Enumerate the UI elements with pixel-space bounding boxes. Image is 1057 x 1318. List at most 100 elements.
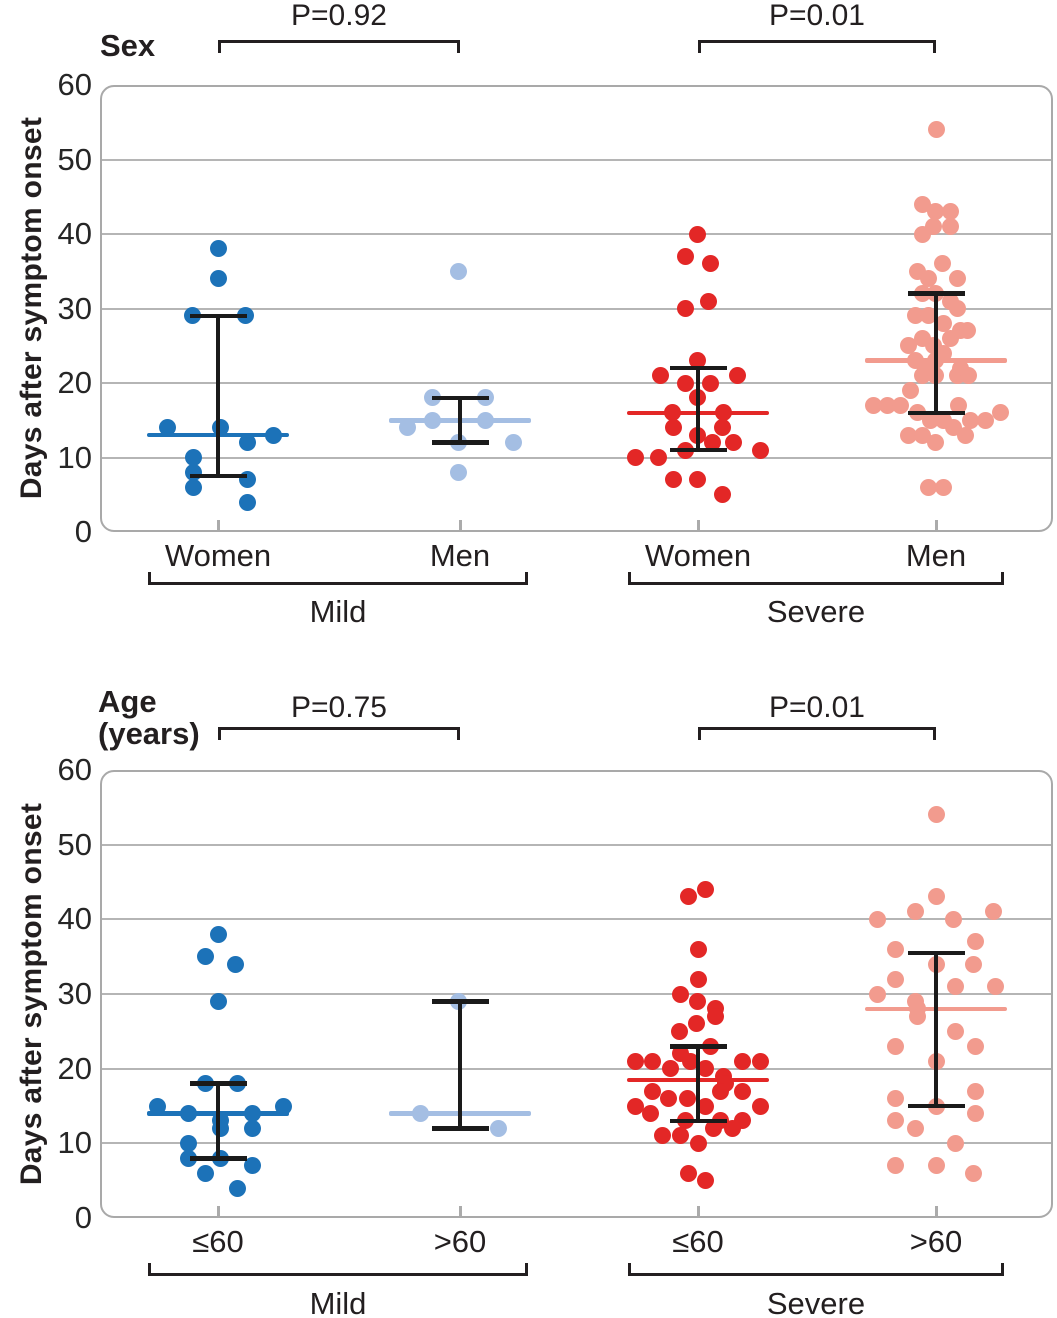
data-point bbox=[751, 1097, 769, 1115]
data-point bbox=[944, 910, 962, 928]
data-point bbox=[504, 434, 522, 452]
data-point bbox=[676, 247, 694, 265]
whisker-line bbox=[933, 952, 939, 1106]
data-point bbox=[711, 1082, 729, 1100]
data-point bbox=[696, 1172, 714, 1190]
whisker-line bbox=[695, 1046, 701, 1121]
data-point bbox=[913, 225, 931, 243]
data-point bbox=[926, 434, 944, 452]
whisker-cap-bottom bbox=[907, 410, 965, 416]
data-point bbox=[696, 880, 714, 898]
data-point bbox=[913, 426, 931, 444]
whisker-line bbox=[695, 368, 701, 451]
data-point bbox=[906, 903, 924, 921]
gridline bbox=[102, 1142, 1051, 1145]
data-point bbox=[653, 1127, 671, 1145]
data-point bbox=[964, 955, 982, 973]
data-point bbox=[626, 1052, 644, 1070]
whisker-line bbox=[933, 293, 939, 413]
data-point bbox=[649, 449, 667, 466]
data-point bbox=[964, 1164, 982, 1182]
data-point bbox=[751, 1052, 769, 1070]
cluster-label: Severe bbox=[766, 1286, 866, 1318]
data-point bbox=[641, 1104, 659, 1122]
data-point bbox=[926, 203, 944, 221]
y-tick-label: 50 bbox=[57, 141, 92, 177]
x-axis-tick bbox=[458, 519, 462, 530]
data-point bbox=[643, 1082, 661, 1100]
data-point bbox=[927, 806, 945, 824]
p-value-bracket bbox=[218, 40, 460, 53]
data-point bbox=[676, 300, 694, 317]
data-point bbox=[659, 1090, 677, 1108]
data-point bbox=[209, 925, 227, 943]
whisker-cap-top bbox=[431, 395, 489, 401]
data-point bbox=[966, 1104, 984, 1122]
data-point bbox=[948, 300, 966, 317]
x-group-label: Men bbox=[905, 538, 967, 573]
data-point bbox=[687, 1015, 705, 1033]
x-group-label: ≤60 bbox=[672, 1224, 724, 1259]
x-axis-tick bbox=[458, 1205, 462, 1216]
data-point bbox=[703, 434, 721, 452]
data-point bbox=[886, 1090, 904, 1108]
data-point bbox=[238, 434, 256, 452]
whisker-cap-bottom bbox=[431, 440, 489, 445]
data-point bbox=[689, 940, 707, 958]
data-point bbox=[664, 471, 682, 489]
data-point bbox=[184, 478, 202, 496]
data-point bbox=[209, 992, 227, 1010]
x-group-label: >60 bbox=[909, 1224, 963, 1259]
p-value-label: P=0.01 bbox=[769, 691, 865, 724]
gridline bbox=[102, 993, 1051, 995]
cluster-bracket bbox=[148, 1263, 528, 1276]
data-point bbox=[966, 1082, 984, 1100]
gridline bbox=[102, 233, 1051, 235]
x-group-label: ≤60 bbox=[192, 1224, 244, 1259]
data-point bbox=[689, 1134, 707, 1152]
data-point bbox=[956, 426, 974, 444]
data-point bbox=[899, 426, 917, 444]
cluster-bracket bbox=[148, 572, 528, 585]
data-point bbox=[148, 1097, 166, 1115]
cluster-bracket bbox=[628, 1263, 1004, 1276]
data-point bbox=[966, 933, 984, 951]
y-tick-label: 60 bbox=[57, 67, 92, 102]
data-point bbox=[878, 396, 896, 414]
data-point bbox=[449, 463, 467, 481]
data-point bbox=[699, 292, 717, 310]
whisker-cap-bottom bbox=[907, 1103, 965, 1109]
data-point bbox=[886, 940, 904, 958]
data-point bbox=[868, 985, 886, 1003]
data-point bbox=[688, 225, 706, 243]
data-point bbox=[961, 411, 979, 429]
whisker-line bbox=[457, 397, 463, 443]
p-value-label: P=0.75 bbox=[291, 691, 387, 724]
data-point bbox=[724, 434, 742, 452]
gridline bbox=[102, 918, 1051, 921]
data-point bbox=[679, 888, 697, 906]
data-point bbox=[991, 404, 1009, 422]
p-value-label: P=0.01 bbox=[769, 0, 865, 32]
data-point bbox=[228, 1179, 246, 1197]
data-point bbox=[868, 910, 886, 928]
data-point bbox=[958, 322, 976, 340]
data-point bbox=[966, 1037, 984, 1055]
data-point bbox=[906, 307, 924, 325]
data-point bbox=[701, 255, 719, 273]
y-tick-label: 0 bbox=[74, 514, 92, 549]
data-point bbox=[706, 1007, 724, 1025]
data-point bbox=[886, 1157, 904, 1175]
data-point bbox=[927, 888, 945, 906]
cluster-bracket bbox=[628, 572, 1004, 585]
data-point bbox=[688, 352, 706, 370]
whisker-line bbox=[215, 315, 221, 477]
data-point bbox=[927, 121, 945, 139]
y-tick-label: 30 bbox=[57, 976, 92, 1011]
data-point bbox=[158, 419, 176, 437]
data-point bbox=[934, 478, 952, 496]
data-point bbox=[919, 270, 937, 288]
p-value-bracket bbox=[218, 727, 460, 740]
data-point bbox=[209, 270, 227, 288]
